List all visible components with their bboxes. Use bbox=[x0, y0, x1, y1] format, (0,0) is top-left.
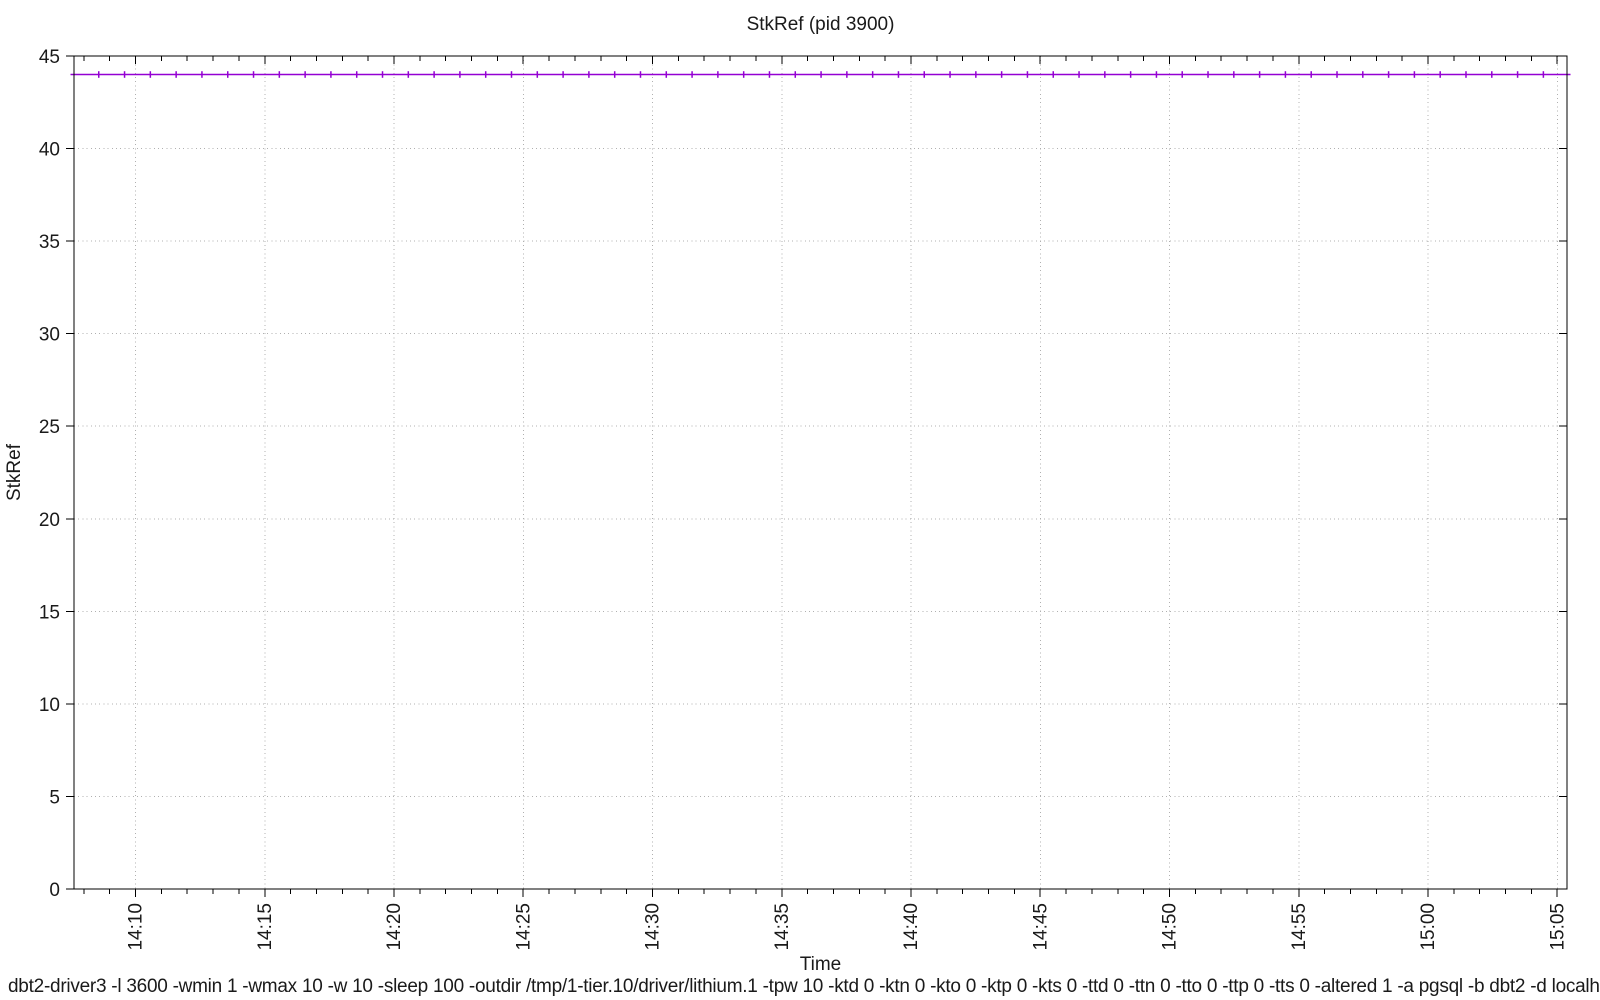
svg-text:14:20: 14:20 bbox=[384, 903, 405, 951]
svg-text:35: 35 bbox=[39, 232, 60, 253]
svg-text:20: 20 bbox=[39, 510, 60, 531]
svg-text:14:30: 14:30 bbox=[643, 903, 664, 951]
svg-text:15:05: 15:05 bbox=[1547, 903, 1568, 951]
svg-text:45: 45 bbox=[39, 47, 60, 68]
svg-text:14:45: 14:45 bbox=[1030, 903, 1051, 951]
svg-text:0: 0 bbox=[49, 880, 60, 901]
svg-text:5: 5 bbox=[49, 787, 60, 808]
svg-text:14:50: 14:50 bbox=[1160, 903, 1181, 951]
svg-text:25: 25 bbox=[39, 417, 60, 438]
svg-text:30: 30 bbox=[39, 325, 60, 346]
svg-text:14:55: 14:55 bbox=[1289, 903, 1310, 951]
svg-text:14:10: 14:10 bbox=[126, 903, 147, 951]
svg-text:14:40: 14:40 bbox=[901, 903, 922, 951]
svg-text:40: 40 bbox=[39, 140, 60, 161]
svg-text:StkRef: StkRef bbox=[4, 443, 25, 501]
svg-text:14:35: 14:35 bbox=[772, 903, 793, 951]
svg-text:14:25: 14:25 bbox=[513, 903, 534, 951]
svg-text:14:15: 14:15 bbox=[255, 903, 276, 951]
svg-text:15:00: 15:00 bbox=[1418, 903, 1439, 951]
svg-text:10: 10 bbox=[39, 695, 60, 716]
svg-text:15: 15 bbox=[39, 602, 60, 623]
